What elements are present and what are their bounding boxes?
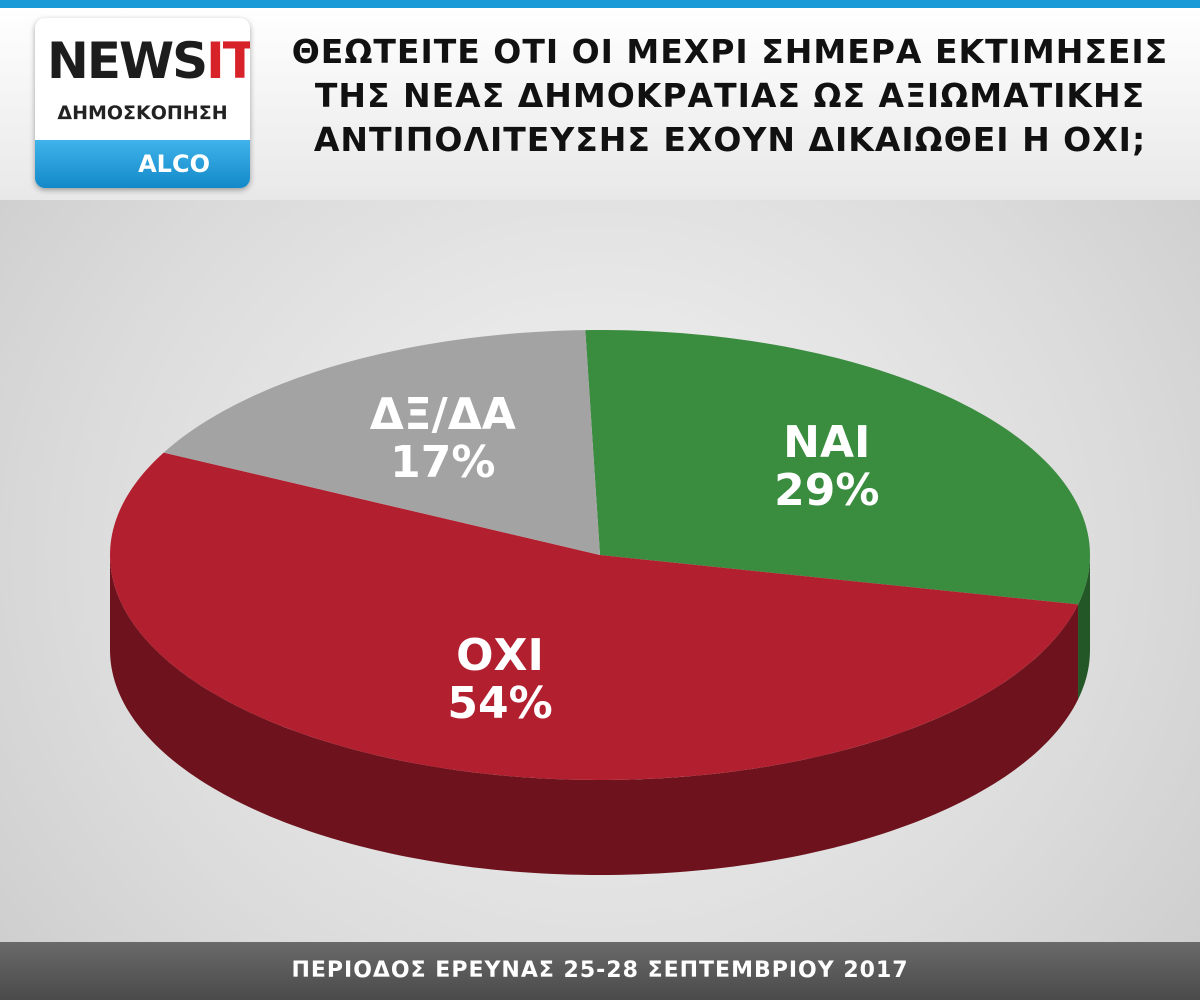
logo-subtitle: ΔΗΜΟΣΚΟΠΗΣΗ (57, 102, 228, 124)
brand-suffix: IT (206, 32, 250, 90)
footer: ΠΕΡΙΟΔΟΣ ΕΡΕΥΝΑΣ 25-28 ΣΕΠΤΕΜΒΡΙΟΥ 2017 (0, 942, 1200, 1000)
brand-text: NEWS (47, 32, 208, 90)
top-line (0, 0, 1200, 8)
logo-band: ALCO (35, 140, 250, 188)
logo: NEWSIT ΔΗΜΟΣΚΟΠΗΣΗ ALCO (35, 18, 250, 188)
logo-brand: NEWSIT (47, 32, 250, 90)
slice-side (1078, 555, 1090, 700)
slice-value-label: 17% (390, 437, 495, 488)
slice (110, 452, 1079, 780)
slice-category: ΝΑΙ (783, 417, 870, 468)
slice-category: ΔΞ/ΔΑ (370, 389, 516, 440)
slice (585, 330, 1090, 605)
slice-value-label: 29% (774, 465, 879, 516)
slice (163, 330, 600, 555)
chart-title: ΘΕΩΤΕΙΤΕ ΟΤΙ ΟΙ ΜΕΧΡΙ ΣΗΜΕΡΑ ΕΚΤΙΜΗΣΕΙΣ … (291, 32, 1169, 159)
slice-category: ΟΧΙ (456, 630, 544, 681)
slice-side (110, 555, 1079, 875)
pollster: ALCO (138, 150, 210, 178)
slice-value-label: 54% (447, 678, 552, 729)
